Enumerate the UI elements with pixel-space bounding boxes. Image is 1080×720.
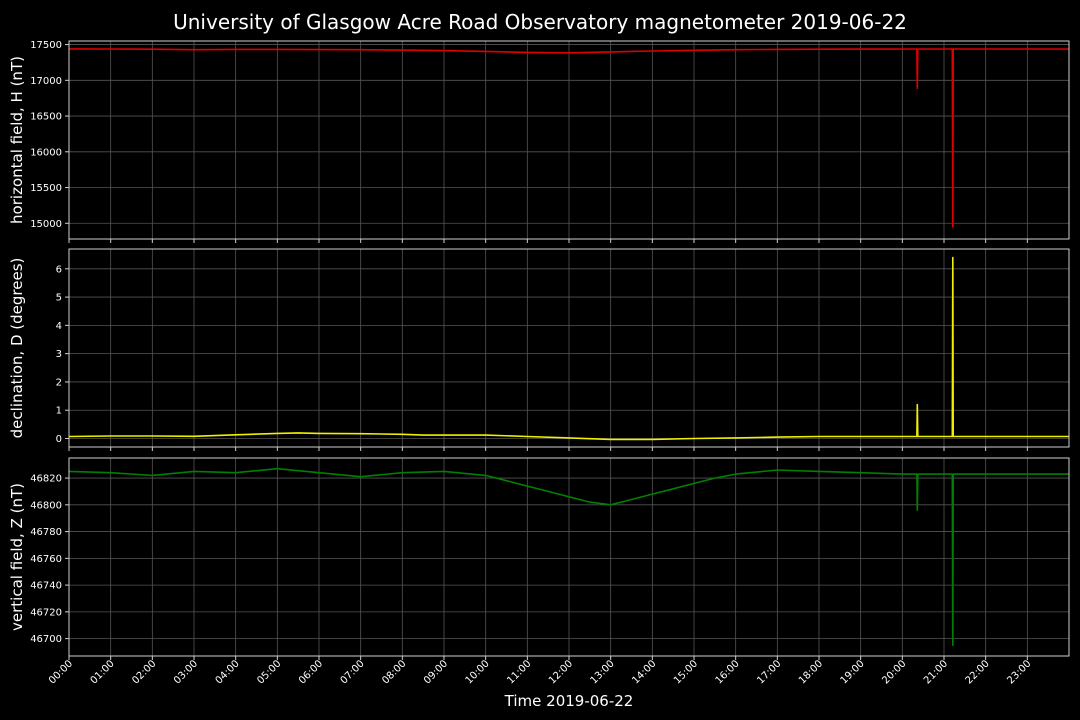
- plot-border: [68, 457, 1070, 657]
- y-tick-label: 16000: [30, 147, 62, 158]
- x-tick-label: 07:00: [339, 658, 367, 686]
- y-tick-label: 15500: [30, 183, 62, 194]
- x-tick-label: 01:00: [89, 658, 117, 686]
- x-tick-label: 06:00: [297, 658, 325, 686]
- y-tick-label: 5: [56, 293, 62, 304]
- series-line-panel-3: [68, 467, 1069, 647]
- y-tick-label: 46740: [30, 581, 62, 592]
- panel-3: 46700 46720 46740 46760 46780 46800 46820 verti…: [8, 457, 1070, 660]
- y-axis-label: vertical field, Z (nT): [8, 483, 26, 631]
- x-tick-label: 12:00: [547, 658, 575, 686]
- y-tick-label: 2: [56, 377, 62, 388]
- x-axis-label: Time 2019-06-22: [504, 692, 634, 710]
- x-tick-label: 16:00: [714, 658, 742, 686]
- chart-title: University of Glasgow Acre Road Observat…: [173, 10, 907, 34]
- x-tick-label: 20:00: [880, 658, 908, 686]
- x-tick-label: 13:00: [589, 658, 617, 686]
- x-tick-label: 10:00: [464, 658, 492, 686]
- y-tick-label: 6: [56, 264, 62, 275]
- series-line-panel-2: [68, 256, 1069, 441]
- x-tick-label: 02:00: [130, 658, 158, 686]
- x-tick-label: 18:00: [797, 658, 825, 686]
- y-tick-label: 15000: [30, 219, 62, 230]
- x-tick-label: 00:00: [47, 658, 75, 686]
- x-tick-label: 23:00: [1005, 658, 1033, 686]
- plot-border: [68, 40, 1070, 240]
- x-tick-label: 04:00: [214, 658, 242, 686]
- x-tick-label: 11:00: [505, 658, 533, 686]
- y-tick-label: 17500: [30, 40, 62, 51]
- x-tick-label: 08:00: [380, 658, 408, 686]
- panel-1: 15000 15500 16000 16500 17000 17500 horizontal…: [8, 40, 1070, 243]
- x-tick-labels: 00:00 01:00 02:00 03:00 04:00 05:00 06:00 07:00…: [47, 658, 1033, 686]
- y-tick-label: 46720: [30, 607, 62, 618]
- y-tick-label: 0: [56, 434, 62, 445]
- x-tick-label: 21:00: [922, 658, 950, 686]
- x-tick-label: 09:00: [422, 658, 450, 686]
- y-axis-label: declination, D (degrees): [8, 258, 26, 439]
- y-axis-label: horizontal field, H (nT): [8, 56, 26, 224]
- y-tick-label: 46820: [30, 474, 62, 485]
- x-tick-label: 19:00: [839, 658, 867, 686]
- y-tick-label: 46800: [30, 500, 62, 511]
- x-tick-label: 05:00: [255, 658, 283, 686]
- y-tick-label: 17000: [30, 76, 62, 87]
- y-tick-label: 3: [56, 349, 62, 360]
- y-tick-label: 16500: [30, 112, 62, 123]
- x-tick-label: 22:00: [964, 658, 992, 686]
- series-line-panel-1: [68, 48, 1069, 228]
- plot-border: [68, 248, 1070, 448]
- x-tick-label: 14:00: [630, 658, 658, 686]
- y-tick-label: 46700: [30, 634, 62, 645]
- y-tick-label: 46780: [30, 527, 62, 538]
- x-tick-label: 03:00: [172, 658, 200, 686]
- y-tick-label: 46760: [30, 554, 62, 565]
- panel-2: 0 1 2 3 4 5 6 declination, D (degrees): [8, 248, 1070, 451]
- y-tick-label: 1: [56, 406, 62, 417]
- x-tick-label: 17:00: [755, 658, 783, 686]
- chart-panels: 15000 15500 16000 16500 17000 17500 horizontal…: [8, 40, 1070, 660]
- x-tick-label: 15:00: [672, 658, 700, 686]
- y-tick-label: 4: [56, 321, 62, 332]
